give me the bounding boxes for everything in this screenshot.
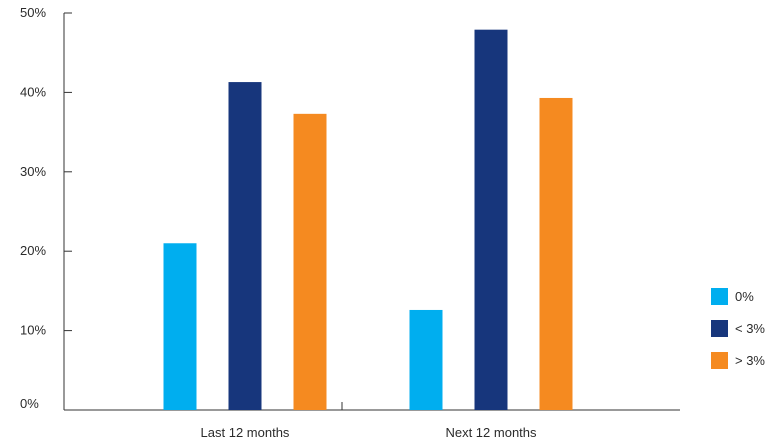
- bar: [163, 243, 197, 410]
- legend-swatch: [711, 320, 728, 337]
- x-category-label: Last 12 months: [201, 425, 290, 440]
- y-tick-label: 40%: [20, 84, 46, 99]
- y-tick-label: 30%: [20, 164, 46, 179]
- x-category-label: Next 12 months: [445, 425, 537, 440]
- legend-label: 0%: [735, 289, 754, 304]
- y-tick-label: 50%: [20, 5, 46, 20]
- bar: [409, 309, 443, 410]
- bars: [163, 29, 573, 410]
- legend: 0% < 3% > 3%: [711, 288, 765, 369]
- bar: [293, 113, 327, 410]
- legend-label: > 3%: [735, 353, 765, 368]
- y-tick-label: 10%: [20, 323, 46, 338]
- legend-swatch: [711, 352, 728, 369]
- bar: [228, 82, 262, 410]
- legend-label: < 3%: [735, 321, 765, 336]
- x-axis: Last 12 months Next 12 months: [64, 402, 680, 440]
- bar: [474, 29, 508, 410]
- legend-swatch: [711, 288, 728, 305]
- y-tick-label: 0%: [20, 396, 39, 411]
- bar: [539, 97, 573, 410]
- y-tick-label: 20%: [20, 243, 46, 258]
- y-axis: 0% 10% 20% 30% 40% 50%: [20, 5, 72, 411]
